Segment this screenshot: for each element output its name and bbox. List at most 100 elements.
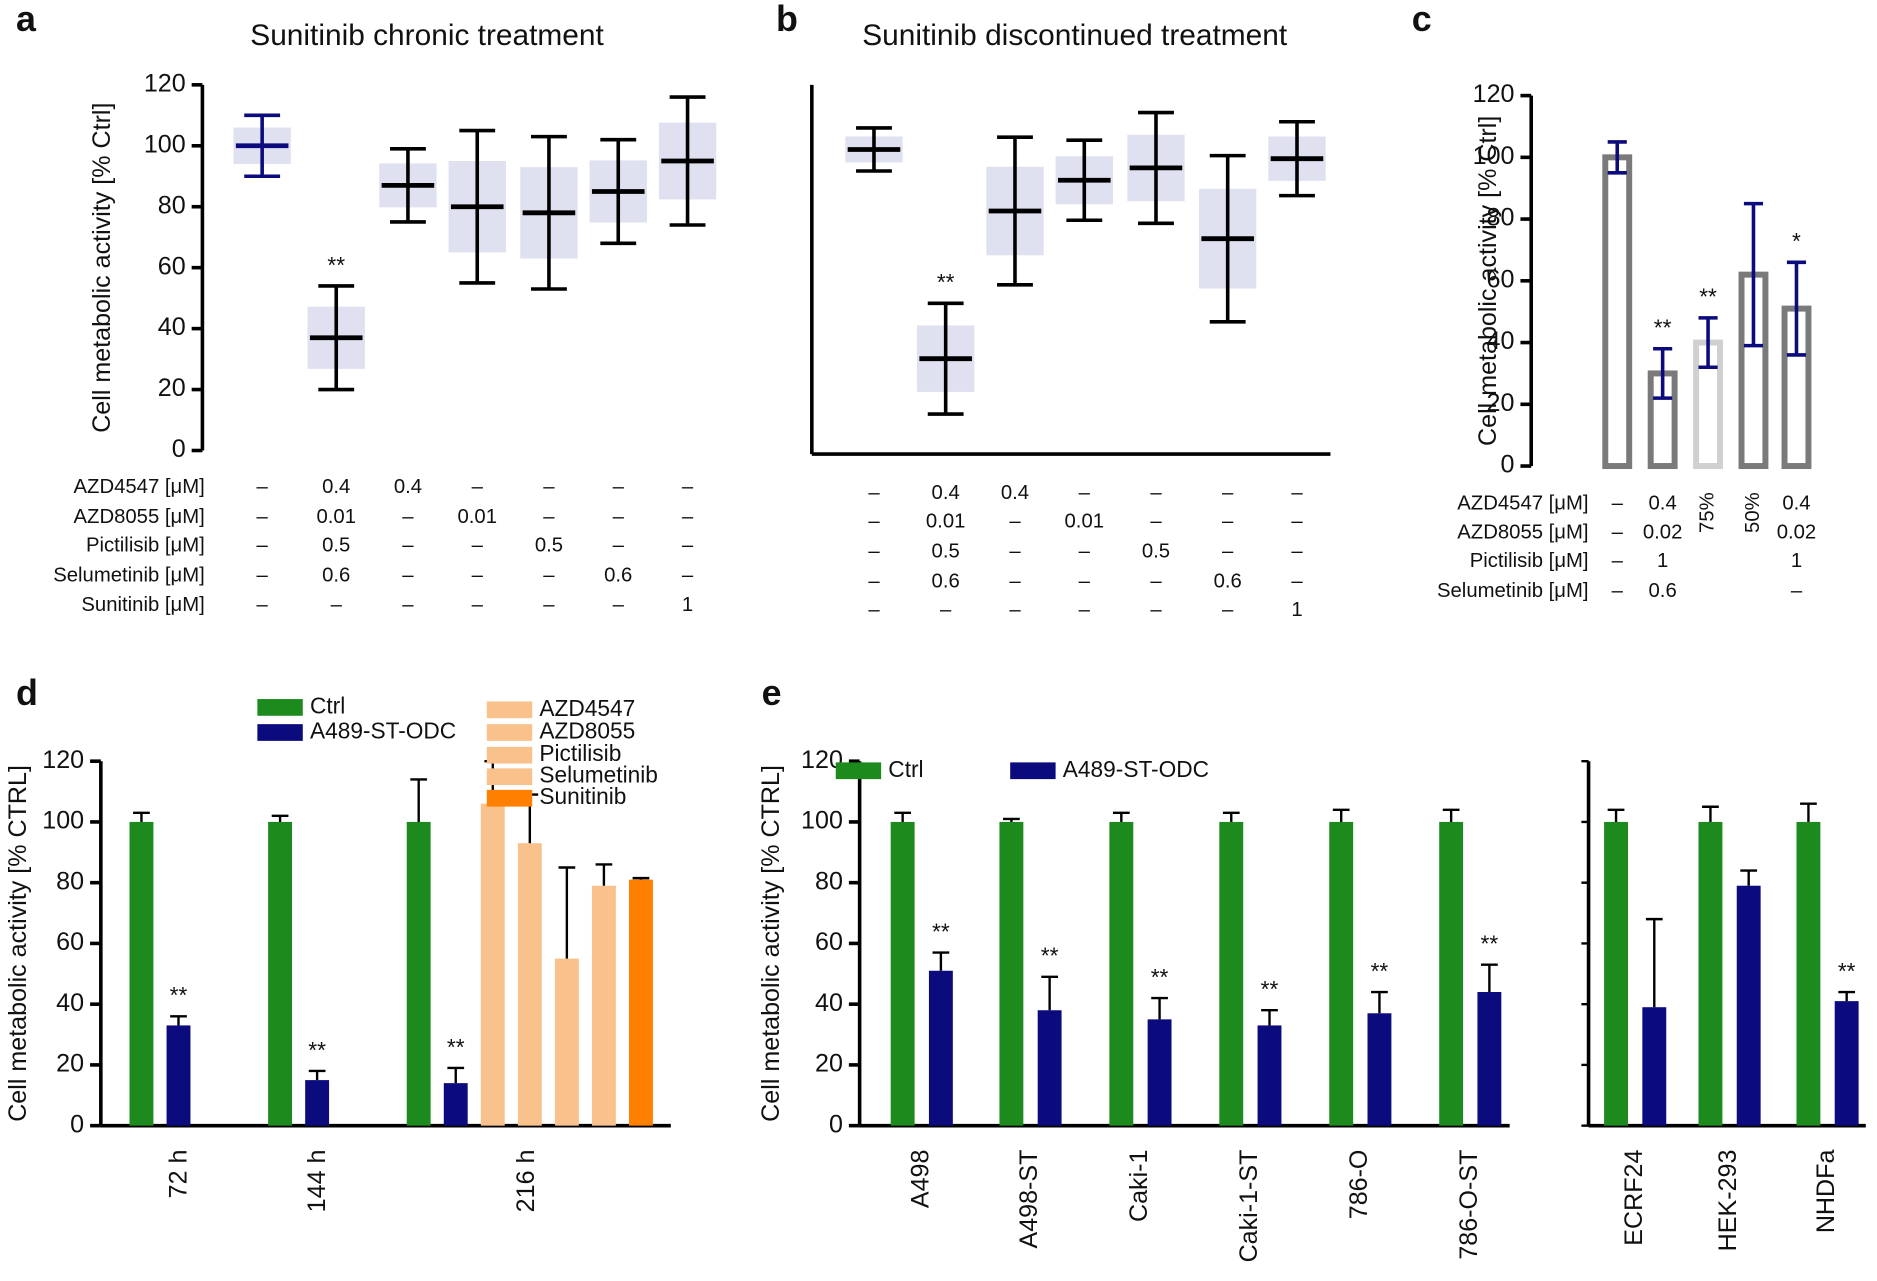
bar bbox=[166, 1025, 191, 1126]
row-cell: – bbox=[1222, 599, 1234, 621]
row-cell: – bbox=[682, 564, 694, 586]
bar bbox=[1037, 1010, 1062, 1126]
x-tick-label: A498-ST bbox=[1015, 1150, 1043, 1249]
row-label: Sunitinib [μM] bbox=[81, 594, 204, 616]
legend-swatch bbox=[486, 724, 533, 741]
bar bbox=[1796, 821, 1821, 1126]
row-cell: – bbox=[1791, 580, 1803, 602]
significance: ** bbox=[1371, 958, 1389, 984]
row-cell: – bbox=[402, 534, 414, 556]
bar bbox=[1604, 821, 1628, 1126]
row-cell: – bbox=[1222, 540, 1234, 562]
row-cell: – bbox=[868, 599, 880, 621]
row-cell: 0.01 bbox=[457, 506, 497, 528]
bar bbox=[629, 879, 653, 1126]
y-axis-label: Cell metabolic activity [% CTRL] bbox=[4, 765, 32, 1122]
bar bbox=[554, 958, 579, 1126]
row-cell: – bbox=[543, 594, 555, 616]
row-cell: – bbox=[1222, 511, 1234, 533]
y-tick-label: 0 bbox=[172, 435, 186, 463]
legend-label: AZD8055 bbox=[539, 718, 635, 744]
panel-letter: e bbox=[762, 673, 782, 713]
row-cell: – bbox=[682, 506, 694, 528]
row-cell: 0.6 bbox=[604, 564, 632, 586]
significance: ** bbox=[937, 269, 955, 295]
y-tick-label: 40 bbox=[158, 313, 186, 341]
bar bbox=[1257, 1025, 1282, 1126]
row-cell: – bbox=[1009, 599, 1021, 621]
row-label: AZD8055 [μM] bbox=[74, 506, 205, 528]
y-tick-label: 60 bbox=[1487, 265, 1515, 293]
y-tick-label: 80 bbox=[815, 867, 843, 895]
row-cell: 0.4 bbox=[394, 476, 422, 498]
row-cell: – bbox=[1079, 599, 1091, 621]
bar bbox=[268, 821, 293, 1126]
legend-label: Ctrl bbox=[888, 756, 923, 782]
row-label: Selumetinib [μM] bbox=[53, 564, 205, 586]
legend-label: AZD4547 bbox=[539, 695, 635, 721]
legend-swatch bbox=[486, 789, 533, 807]
legend-swatch bbox=[486, 768, 533, 786]
row-cell: 0.6 bbox=[932, 570, 960, 592]
row-cell: – bbox=[402, 564, 414, 586]
row-cell: – bbox=[1150, 511, 1162, 533]
dose-label: 50% bbox=[1742, 492, 1764, 533]
row-cell: 0.5 bbox=[932, 540, 960, 562]
row-cell: – bbox=[613, 506, 625, 528]
y-tick-label: 20 bbox=[158, 374, 186, 402]
row-cell: – bbox=[868, 511, 880, 533]
legend-swatch bbox=[486, 746, 533, 764]
row-cell: 0.4 bbox=[322, 476, 350, 498]
legend-swatch bbox=[835, 762, 882, 780]
row-cell: – bbox=[543, 564, 555, 586]
y-tick-label: 60 bbox=[56, 928, 84, 956]
x-tick-label: 786-O-ST bbox=[1455, 1150, 1483, 1260]
row-cell: – bbox=[1612, 580, 1624, 602]
row-cell: 0.5 bbox=[1142, 540, 1170, 562]
row-cell: 0.4 bbox=[932, 482, 960, 504]
bar bbox=[591, 885, 616, 1126]
row-cell: – bbox=[613, 594, 625, 616]
row-cell: 1 bbox=[1291, 599, 1302, 621]
significance: * bbox=[1792, 228, 1801, 254]
row-cell: 0.01 bbox=[926, 511, 966, 533]
legend-swatch bbox=[486, 701, 533, 719]
row-cell: – bbox=[1009, 570, 1021, 592]
y-tick-label: 120 bbox=[42, 746, 84, 774]
row-cell: – bbox=[1150, 482, 1162, 504]
panel-letter: d bbox=[16, 673, 38, 713]
bar bbox=[890, 821, 915, 1126]
row-cell: 0.4 bbox=[1649, 493, 1677, 515]
row-cell: 0.01 bbox=[316, 506, 356, 528]
row-cell: 1 bbox=[1791, 550, 1802, 572]
row-cell: – bbox=[472, 564, 484, 586]
row-cell: – bbox=[1612, 493, 1624, 515]
row-label: Pictilisib [μM] bbox=[1470, 550, 1589, 572]
y-tick-label: 120 bbox=[144, 69, 186, 97]
bar bbox=[1736, 885, 1761, 1126]
y-tick-label: 40 bbox=[56, 989, 84, 1017]
row-label: AZD4547 [μM] bbox=[74, 476, 205, 498]
y-tick-label: 100 bbox=[42, 807, 84, 835]
row-cell: – bbox=[1150, 570, 1162, 592]
row-cell: 0.02 bbox=[1643, 521, 1683, 543]
x-tick-label: Caki-1-ST bbox=[1235, 1150, 1263, 1263]
bar bbox=[1642, 1007, 1667, 1126]
y-tick-label: 20 bbox=[56, 1050, 84, 1078]
x-tick-label: Caki-1 bbox=[1125, 1150, 1153, 1222]
row-cell: – bbox=[868, 570, 880, 592]
row-cell: – bbox=[331, 594, 343, 616]
bar bbox=[480, 803, 505, 1126]
row-cell: 0.5 bbox=[322, 534, 350, 556]
row-cell: – bbox=[472, 476, 484, 498]
significance: ** bbox=[447, 1034, 465, 1060]
y-axis-label: Cell metabolic activity [% Ctrl] bbox=[88, 103, 116, 433]
x-tick-label: A498 bbox=[906, 1150, 934, 1209]
x-tick-label: 72 h bbox=[164, 1150, 192, 1199]
y-tick-label: 100 bbox=[144, 130, 186, 158]
row-cell: – bbox=[1009, 540, 1021, 562]
y-tick-label: 80 bbox=[1487, 204, 1515, 232]
x-tick-label: HEK-293 bbox=[1714, 1150, 1742, 1252]
x-tick-label: 216 h bbox=[512, 1150, 540, 1213]
row-cell: – bbox=[682, 476, 694, 498]
